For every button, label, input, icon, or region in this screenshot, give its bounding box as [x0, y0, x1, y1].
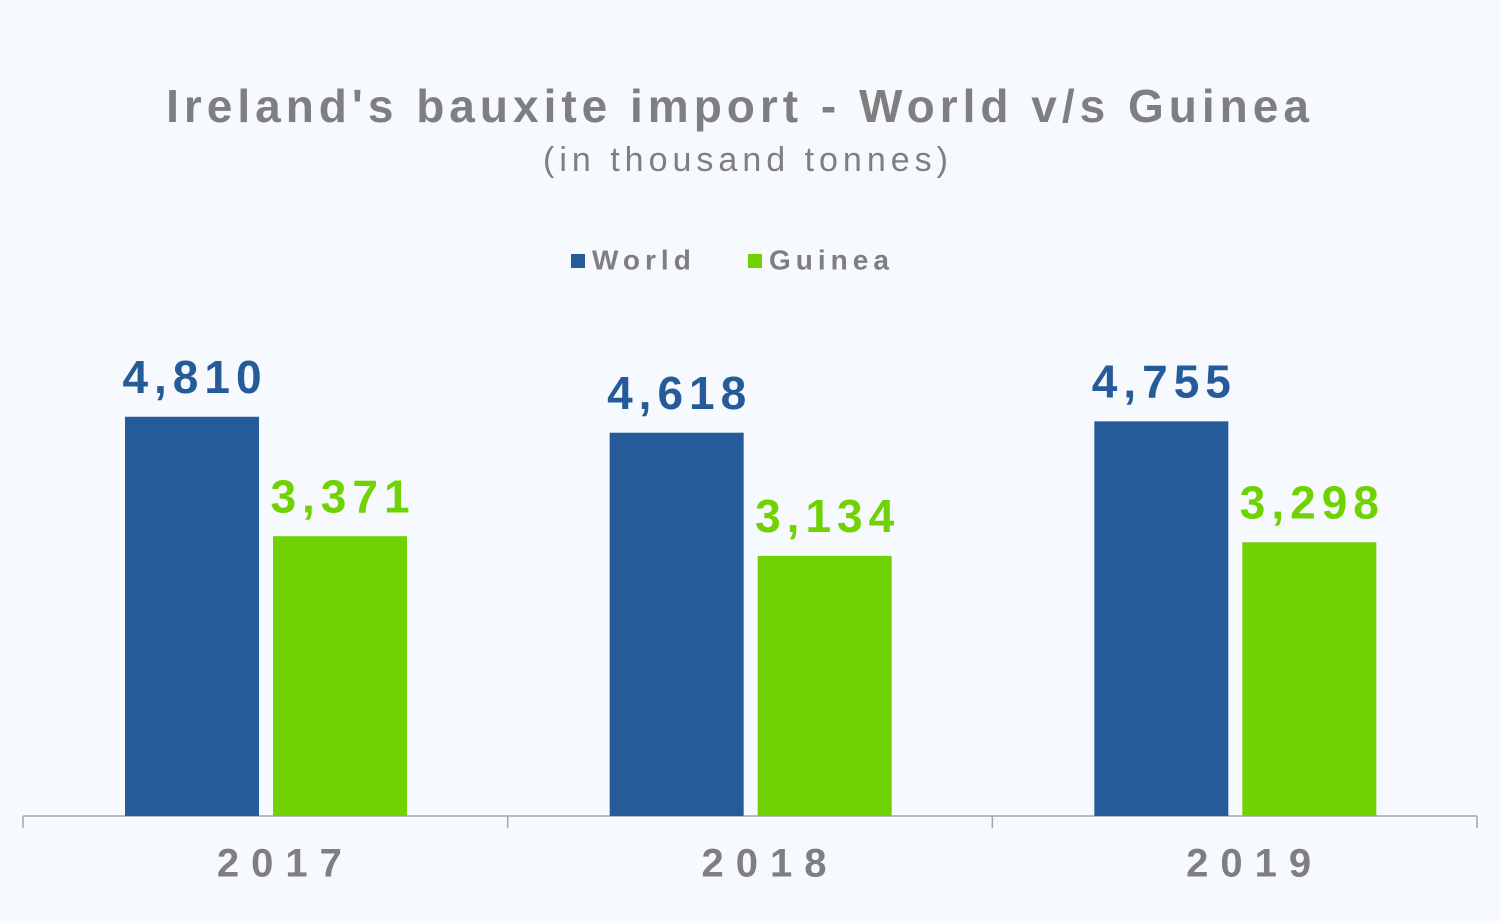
x-tick-label: 2019	[1186, 842, 1323, 886]
x-tick-label: 2017	[217, 842, 354, 886]
data-label: 3,134	[755, 490, 900, 542]
bar	[125, 416, 259, 816]
data-label: 4,618	[607, 367, 752, 419]
x-tick-label: 2018	[702, 842, 839, 886]
legend-label: World	[592, 244, 696, 275]
data-label: 3,371	[270, 470, 415, 522]
data-label: 3,298	[1240, 476, 1385, 528]
legend-swatch	[748, 254, 762, 268]
bar	[1094, 421, 1229, 816]
bar	[1242, 542, 1377, 816]
chart-title: Ireland's bauxite import - World v/s Gui…	[166, 80, 1314, 132]
data-label: 4,810	[122, 351, 267, 403]
chart-subtitle: (in thousand tonnes)	[543, 141, 953, 179]
bar	[609, 432, 744, 816]
legend-label: Guinea	[769, 244, 894, 275]
bar	[757, 555, 892, 816]
data-label: 4,755	[1092, 355, 1237, 407]
bar	[273, 536, 407, 816]
legend-swatch	[571, 254, 585, 268]
